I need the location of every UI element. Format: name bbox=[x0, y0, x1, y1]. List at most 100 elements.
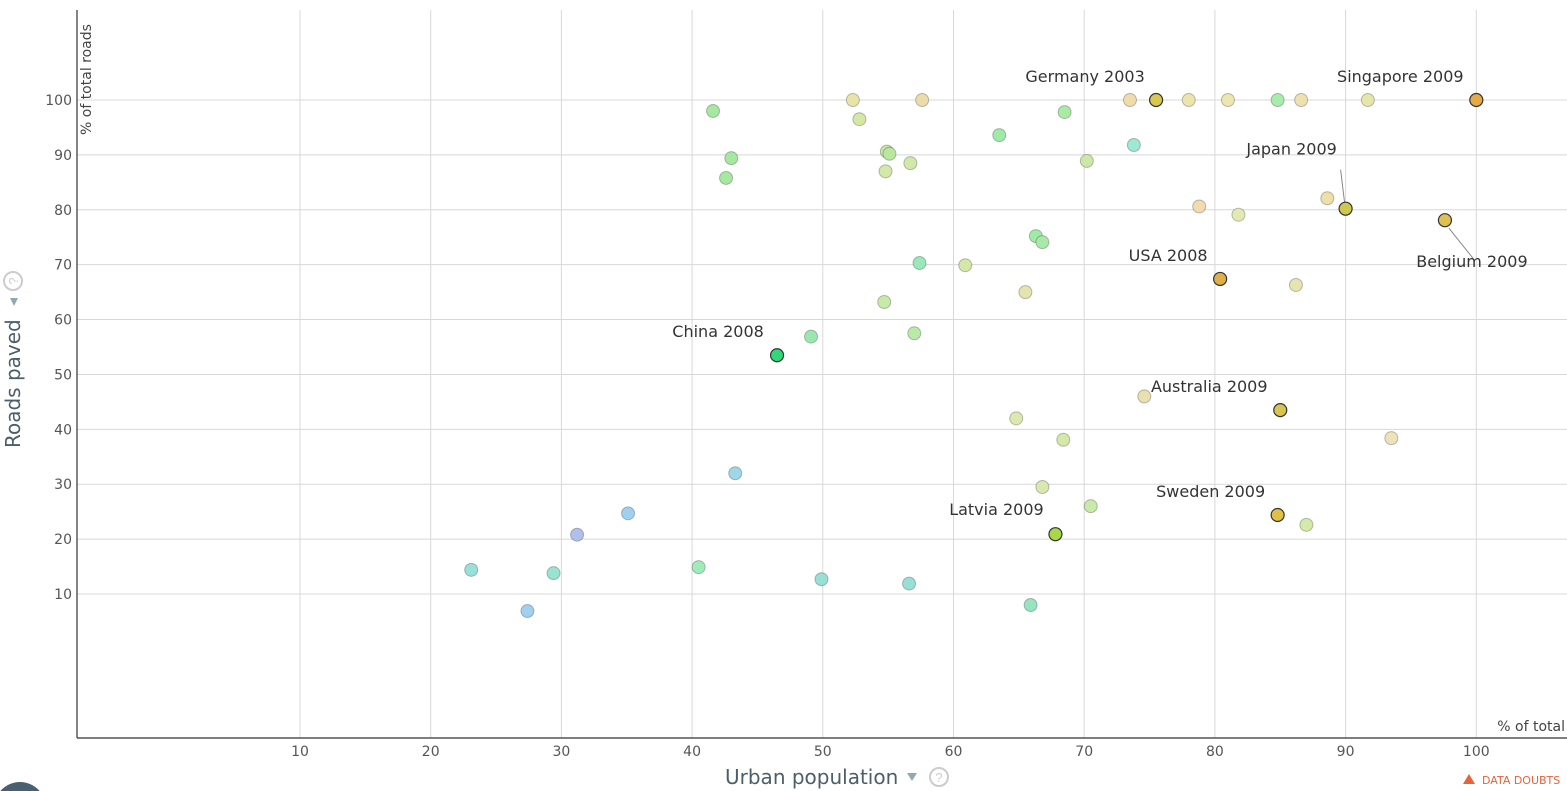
point-labels: Germany 2003 Singapore 2009 Japan 2009 Belg… bbox=[672, 67, 1527, 519]
data-point[interactable] bbox=[1056, 432, 1071, 447]
y-tick-label: 30 bbox=[54, 477, 72, 493]
menu-button[interactable] bbox=[0, 781, 40, 791]
data-point[interactable] bbox=[546, 566, 561, 581]
data-point[interactable] bbox=[1320, 191, 1335, 206]
data-point[interactable] bbox=[1126, 138, 1141, 153]
data-point[interactable] bbox=[903, 156, 918, 171]
data-point[interactable] bbox=[1023, 597, 1038, 612]
data-point[interactable] bbox=[724, 151, 739, 166]
data-point[interactable] bbox=[1299, 517, 1314, 532]
y-axis-help-icon[interactable]: ? bbox=[3, 271, 23, 291]
highlighted-data-point[interactable] bbox=[1048, 527, 1063, 542]
data-doubts-label[interactable]: DATA DOUBTS bbox=[1482, 774, 1560, 787]
highlighted-data-point[interactable] bbox=[1213, 271, 1228, 287]
data-point[interactable] bbox=[570, 527, 585, 542]
point-label[interactable]: Singapore 2009 bbox=[1337, 67, 1464, 86]
data-point[interactable] bbox=[902, 576, 917, 591]
data-point[interactable] bbox=[1294, 93, 1309, 107]
data-point[interactable] bbox=[719, 170, 734, 185]
y-axis-selector[interactable]: Roads paved ? bbox=[1, 271, 25, 448]
point-label[interactable]: Germany 2003 bbox=[1025, 67, 1144, 86]
data-point[interactable] bbox=[992, 128, 1007, 143]
data-point[interactable] bbox=[1384, 431, 1399, 446]
y-tick-label: 60 bbox=[54, 313, 72, 329]
highlighted-data-point[interactable] bbox=[769, 348, 785, 363]
data-point[interactable] bbox=[1083, 499, 1098, 514]
y-tick-label: 100 bbox=[45, 93, 72, 109]
data-point[interactable] bbox=[706, 103, 721, 118]
point-label[interactable]: China 2008 bbox=[672, 322, 764, 341]
label-leader-line bbox=[1448, 227, 1474, 259]
data-point[interactable] bbox=[845, 93, 860, 107]
data-point[interactable] bbox=[1220, 93, 1235, 107]
y-axis-dropdown-icon[interactable] bbox=[10, 298, 18, 306]
x-axis-selector[interactable]: Urban population ? bbox=[725, 765, 949, 789]
data-point[interactable] bbox=[1192, 199, 1207, 214]
point-label[interactable]: Sweden 2009 bbox=[1156, 482, 1265, 501]
point-label[interactable]: Belgium 2009 bbox=[1416, 252, 1527, 271]
data-point[interactable] bbox=[1079, 153, 1094, 168]
data-point[interactable] bbox=[1137, 389, 1152, 404]
data-point[interactable] bbox=[1360, 93, 1375, 107]
y-unit-label: % of total roads bbox=[79, 24, 95, 135]
y-tick-label: 20 bbox=[54, 532, 72, 548]
data-point[interactable] bbox=[464, 562, 479, 577]
grid bbox=[77, 10, 1567, 738]
y-axis-title[interactable]: Roads paved bbox=[1, 319, 25, 448]
svg-text:?: ? bbox=[935, 770, 942, 785]
data-point[interactable] bbox=[1035, 479, 1050, 494]
data-point[interactable] bbox=[912, 256, 927, 271]
label-leader-lines bbox=[1340, 169, 1474, 259]
data-doubts-link[interactable]: DATA DOUBTS bbox=[1463, 774, 1560, 787]
tick-labels: 10 20 30 40 50 60 70 80 90 100 10 20 30 40 50 60 70 80 90 1… bbox=[45, 93, 1489, 760]
point-label[interactable]: Japan 2009 bbox=[1245, 140, 1336, 159]
x-axis-dropdown-icon[interactable] bbox=[907, 773, 917, 781]
y-tick-label: 40 bbox=[54, 422, 72, 438]
y-tick-label: 80 bbox=[54, 203, 72, 219]
x-tick-label: 40 bbox=[683, 744, 701, 760]
data-point[interactable] bbox=[1288, 277, 1303, 292]
data-point[interactable] bbox=[878, 164, 893, 179]
data-point[interactable] bbox=[728, 466, 743, 481]
y-tick-label: 50 bbox=[54, 367, 72, 383]
svg-text:?: ? bbox=[6, 277, 21, 284]
data-point[interactable] bbox=[1035, 235, 1050, 250]
highlighted-data-point[interactable] bbox=[1469, 92, 1484, 108]
point-label[interactable]: Latvia 2009 bbox=[949, 500, 1044, 519]
data-point[interactable] bbox=[1057, 105, 1072, 120]
x-tick-label: 20 bbox=[422, 744, 440, 760]
data-point[interactable] bbox=[877, 294, 892, 309]
data-point[interactable] bbox=[1181, 93, 1196, 107]
data-point[interactable] bbox=[1270, 93, 1285, 107]
data-point[interactable] bbox=[1231, 207, 1246, 222]
x-axis-help-icon[interactable]: ? bbox=[929, 767, 949, 787]
y-tick-label: 70 bbox=[54, 258, 72, 274]
point-label[interactable]: USA 2008 bbox=[1129, 246, 1208, 265]
x-tick-label: 10 bbox=[291, 744, 309, 760]
data-point[interactable] bbox=[852, 112, 867, 127]
x-tick-label: 100 bbox=[1463, 744, 1490, 760]
y-tick-label: 10 bbox=[54, 587, 72, 603]
highlighted-data-point[interactable] bbox=[1437, 213, 1453, 228]
data-point[interactable] bbox=[1122, 93, 1137, 107]
data-point[interactable] bbox=[958, 258, 973, 273]
data-point[interactable] bbox=[691, 560, 706, 575]
data-point[interactable] bbox=[907, 326, 922, 341]
highlighted-data-point[interactable] bbox=[1270, 507, 1285, 523]
data-point[interactable] bbox=[882, 146, 897, 161]
data-point[interactable] bbox=[814, 572, 829, 587]
highlighted-data-point[interactable] bbox=[1148, 92, 1164, 108]
highlighted-data-point[interactable] bbox=[1273, 403, 1288, 418]
data-point[interactable] bbox=[1009, 411, 1024, 426]
data-point[interactable] bbox=[804, 329, 819, 344]
x-tick-label: 60 bbox=[945, 744, 963, 760]
data-point[interactable] bbox=[915, 93, 930, 107]
data-point[interactable] bbox=[621, 506, 636, 521]
highlighted-data-point[interactable] bbox=[1338, 201, 1353, 216]
point-label[interactable]: Australia 2009 bbox=[1151, 377, 1268, 396]
x-unit-label: % of total bbox=[1497, 719, 1565, 735]
x-axis-title[interactable]: Urban population bbox=[725, 765, 898, 789]
data-point[interactable] bbox=[520, 604, 535, 619]
data-point[interactable] bbox=[1018, 285, 1033, 300]
